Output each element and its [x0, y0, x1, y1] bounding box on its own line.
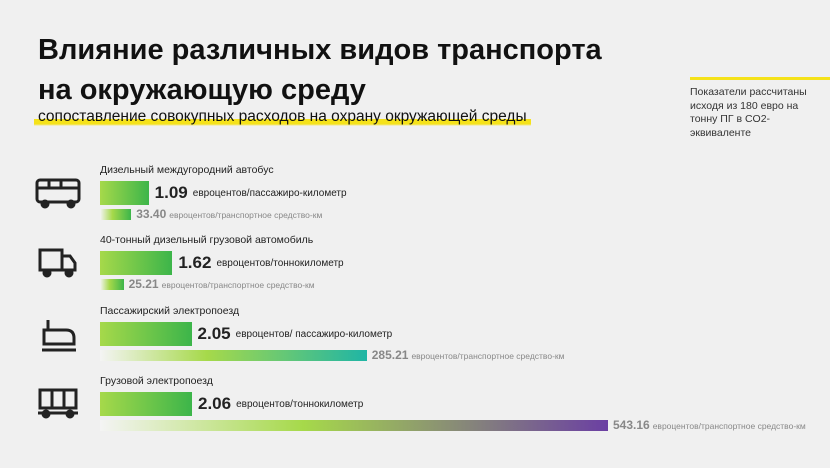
train-icon [42, 320, 76, 352]
chart-title: Влияние различных видов транспорта на ок… [38, 34, 602, 106]
value-label: 25.21 [128, 277, 159, 292]
bar [100, 279, 124, 291]
note: Показатели рассчитаны исходя из 180 евро… [690, 86, 807, 139]
bar [100, 349, 367, 361]
unit-label: евроцентов/транспортное средство-км [161, 280, 315, 291]
value-label: 33.40 [136, 207, 167, 221]
unit-label: евроцентов/транспортное средство-км [411, 350, 565, 361]
value-label: 2.05 [197, 323, 231, 343]
bar [100, 251, 173, 276]
value-label: 543.16 [613, 417, 650, 432]
value-label: 285.21 [371, 347, 409, 362]
category-label: Грузовой электропоезд [100, 374, 213, 387]
value-label: 1.62 [178, 253, 212, 273]
note-accent [690, 77, 830, 80]
unit-label: евроцентов/транспортное средство-км [652, 420, 806, 431]
category-label: Пассажирский электропоезд [100, 304, 240, 317]
bar [100, 391, 192, 416]
value-label: 1.09 [154, 183, 188, 202]
chart-subtitle: сопоставление совокупных расходов на охр… [34, 108, 531, 126]
unit-label: евроцентов/ пассажиро-километр [235, 328, 393, 340]
bar [100, 419, 608, 431]
category-label: 40-тонный дизельный грузовой автомобиль [100, 234, 314, 247]
bar [100, 181, 149, 205]
value-label: 2.06 [198, 393, 232, 413]
bus-icon [35, 178, 81, 209]
unit-label: евроцентов/тонно­километр [236, 398, 364, 410]
unit-label: евроцентов/тонно­километр [216, 258, 344, 270]
icons [35, 178, 81, 419]
unit-label: евроцентов/транспортное средство-км [169, 210, 323, 220]
truck-icon [38, 248, 77, 278]
bar [100, 321, 192, 346]
unit-label: евроцентов/пассажиро-километр [192, 188, 347, 199]
wagon-icon [38, 388, 78, 419]
bar [100, 209, 132, 220]
category-label: Дизельный междугородний автобус [100, 164, 274, 176]
